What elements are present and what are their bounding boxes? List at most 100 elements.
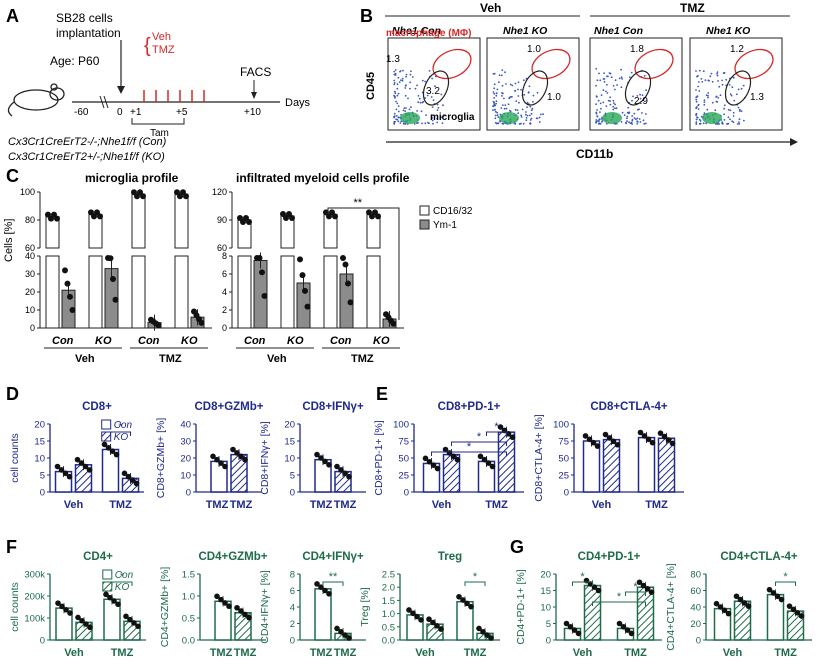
flow-dot bbox=[602, 101, 605, 104]
chart-ylabel: CD8+CTLA-4+ [%] bbox=[533, 414, 545, 502]
flow-dot bbox=[629, 76, 631, 79]
c-dot bbox=[198, 319, 205, 326]
flow-dot bbox=[633, 112, 636, 115]
data-dot bbox=[438, 626, 444, 632]
data-dot bbox=[342, 470, 348, 477]
flow-dot bbox=[723, 113, 725, 116]
flow-dot bbox=[703, 112, 706, 115]
flow-dot bbox=[605, 90, 607, 93]
flow-dot bbox=[395, 115, 398, 117]
c-group-tmz: TMZ bbox=[351, 353, 374, 365]
y-tick: 75 bbox=[558, 437, 569, 448]
flow-dot bbox=[418, 97, 421, 100]
flow-dot bbox=[525, 119, 528, 122]
flow-dot bbox=[393, 122, 396, 125]
micro-value: 1.0 bbox=[547, 92, 561, 103]
flow-dot bbox=[505, 107, 508, 110]
c-dot bbox=[289, 215, 295, 221]
col-label: Nhe1 Con bbox=[392, 25, 441, 37]
y-tick: 5 bbox=[290, 471, 295, 482]
flow-dot bbox=[595, 121, 597, 124]
y-tick: 75 bbox=[398, 437, 409, 448]
flow-core bbox=[400, 112, 420, 124]
flow-dot bbox=[442, 104, 444, 107]
flow-dot bbox=[731, 86, 734, 89]
data-dot bbox=[590, 439, 597, 446]
chart-title: CD8+ bbox=[82, 401, 112, 413]
flow-dot bbox=[606, 75, 608, 78]
flow-dot bbox=[738, 118, 741, 121]
data-dot bbox=[657, 430, 664, 436]
flow-dot bbox=[515, 100, 518, 102]
flow-dot bbox=[633, 117, 636, 119]
data-dot bbox=[790, 606, 797, 613]
c-group-tmz: TMZ bbox=[159, 353, 182, 365]
y-tick: 0.5 bbox=[382, 622, 395, 633]
x-label: Veh bbox=[573, 647, 593, 659]
data-dot bbox=[214, 593, 220, 600]
flow-dot bbox=[620, 68, 622, 71]
c-tick: 0 bbox=[30, 323, 35, 333]
flow-dot bbox=[710, 72, 713, 75]
c-tick: 30 bbox=[25, 269, 35, 279]
flow-dot bbox=[595, 84, 597, 87]
y-tick: 2 bbox=[290, 619, 295, 630]
flow-dot bbox=[721, 83, 724, 86]
flow-dot bbox=[615, 107, 618, 110]
flow-dot bbox=[436, 117, 438, 120]
flow-dot bbox=[538, 116, 541, 119]
data-dot bbox=[113, 451, 120, 458]
flow-dot bbox=[636, 117, 639, 120]
macrophage-gate bbox=[531, 48, 571, 80]
panel-e-label: E bbox=[376, 384, 388, 404]
flow-dot bbox=[492, 105, 495, 108]
x-label: Veh bbox=[723, 647, 743, 659]
data-dot bbox=[717, 604, 724, 610]
flow-dot bbox=[542, 113, 544, 116]
legend-swatch-ko bbox=[102, 581, 113, 592]
flow-dot bbox=[715, 100, 718, 103]
flow-dot bbox=[523, 93, 526, 96]
flow-dot bbox=[702, 70, 705, 73]
y-tick: 0.0 bbox=[182, 636, 195, 647]
y-tick: 0 bbox=[696, 636, 701, 647]
flow-dot bbox=[405, 73, 408, 76]
flow-dot bbox=[398, 81, 401, 83]
flow-dot bbox=[727, 122, 730, 125]
flow-dot bbox=[636, 108, 639, 111]
flow-dot bbox=[523, 79, 525, 82]
flow-dot bbox=[393, 70, 396, 73]
flow-dot bbox=[507, 103, 510, 106]
y-tick: 100 bbox=[393, 420, 409, 431]
flow-dot bbox=[698, 81, 700, 83]
data-dot bbox=[741, 600, 748, 606]
flow-dot bbox=[695, 100, 698, 103]
flow-dot bbox=[396, 94, 399, 97]
data-dot bbox=[107, 594, 113, 601]
flow-dot bbox=[596, 79, 599, 82]
flow-dot bbox=[711, 80, 714, 83]
flow-dot bbox=[431, 119, 434, 122]
flow-dot bbox=[725, 78, 727, 81]
x-label: Veh bbox=[432, 499, 452, 511]
data-dot bbox=[131, 620, 137, 626]
c-bar-cd16-lower bbox=[366, 255, 381, 329]
sig-marker: * bbox=[120, 571, 125, 583]
flow-dot bbox=[732, 111, 735, 114]
data-dot bbox=[480, 628, 486, 635]
chart-title: CD4+CTLA-4+ bbox=[720, 551, 798, 563]
flow-dot bbox=[495, 102, 497, 105]
data-dot bbox=[509, 434, 516, 441]
c-dot bbox=[62, 267, 68, 274]
flow-dot bbox=[600, 107, 602, 110]
tick-m60: -60 bbox=[74, 107, 89, 118]
y-tick: 1.0 bbox=[382, 609, 395, 620]
chart-title: CD4+ bbox=[83, 551, 113, 563]
flow-dot bbox=[641, 112, 643, 114]
bar-ko bbox=[583, 584, 602, 641]
c-tick: 6 bbox=[222, 269, 227, 279]
flow-dot bbox=[434, 85, 436, 88]
sig-marker: * bbox=[580, 571, 585, 583]
x-label: TMZ bbox=[624, 647, 647, 659]
